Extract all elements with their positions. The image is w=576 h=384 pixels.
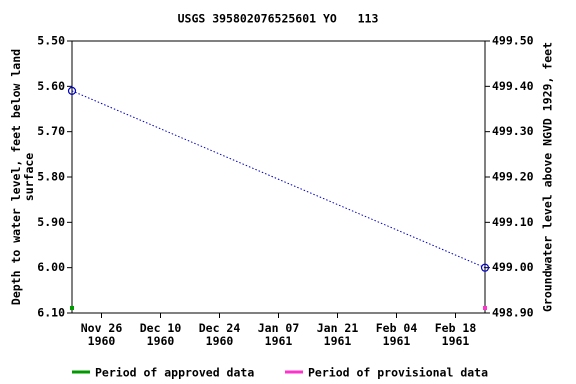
data-line bbox=[71, 90, 486, 269]
x-tick-label: Dec 24 1960 bbox=[199, 321, 241, 348]
plot-frame bbox=[71, 40, 486, 314]
x-tick-label: Feb 18 1961 bbox=[435, 321, 477, 348]
y2-tick-label: 499.40 bbox=[492, 79, 534, 93]
data-point bbox=[67, 86, 77, 95]
x-tick-label: Jan 21 1961 bbox=[317, 321, 359, 348]
legend-label: Period of provisional data bbox=[308, 366, 488, 380]
x-tick-label: Dec 10 1960 bbox=[140, 321, 182, 348]
y-tick-label: 6.10 bbox=[37, 306, 65, 320]
y-tick-label: 5.50 bbox=[37, 34, 65, 48]
y-tick-label: 5.80 bbox=[37, 170, 65, 184]
y-axis-label: Depth to water level, feet below landsur… bbox=[8, 49, 35, 305]
y-tick-label: 5.90 bbox=[37, 215, 65, 229]
data-point bbox=[480, 263, 490, 272]
x-tick-label: Feb 04 1961 bbox=[376, 321, 418, 348]
x-tick-label: Jan 07 1961 bbox=[258, 321, 300, 348]
y2-tick-label: 499.30 bbox=[492, 124, 534, 138]
legend-label: Period of approved data bbox=[95, 366, 254, 380]
y-axis-label-group: Depth to water level, feet below landsur… bbox=[8, 49, 35, 305]
y-tick-label: 5.70 bbox=[37, 124, 65, 138]
y2-tick-label: 499.50 bbox=[492, 34, 534, 48]
y2-tick-label: 499.20 bbox=[492, 170, 534, 184]
chart-title: USGS 395802076525601 YO 113 bbox=[178, 12, 379, 26]
x-tick-label: Nov 26 1960 bbox=[81, 321, 123, 348]
y2-tick-label: 498.90 bbox=[492, 306, 534, 320]
y2-tick-label: 499.10 bbox=[492, 215, 534, 229]
y-tick-label: 6.00 bbox=[37, 260, 65, 274]
y2-axis-label: Groundwater level above NGVD 1929, feet bbox=[541, 42, 555, 312]
y2-axis-label-group: Groundwater level above NGVD 1929, feet bbox=[541, 42, 555, 312]
period-marker bbox=[70, 306, 74, 310]
period-marker bbox=[483, 306, 487, 310]
y-tick-label: 5.60 bbox=[37, 79, 65, 93]
y2-tick-label: 499.00 bbox=[492, 260, 534, 274]
